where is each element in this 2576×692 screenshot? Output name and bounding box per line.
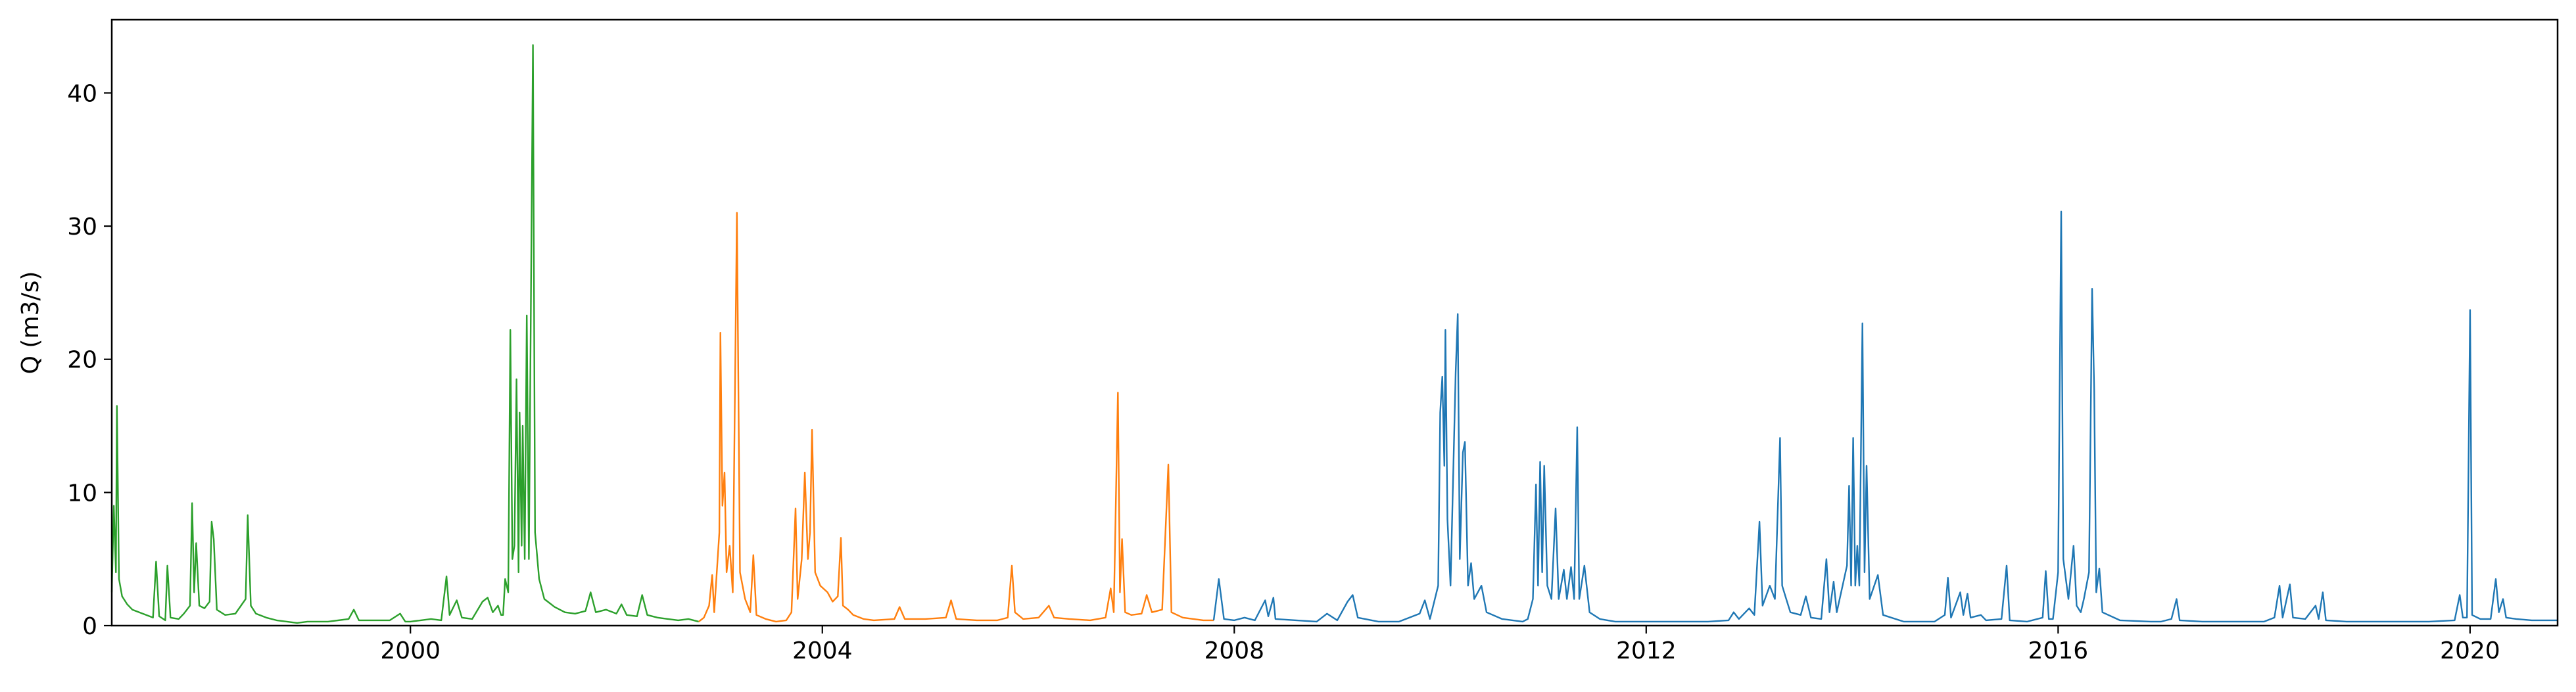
plot-frame [110, 18, 2559, 627]
y-tick-label: 20 [67, 347, 97, 374]
x-tick-label: 2000 [380, 637, 441, 664]
series-line-3 [1212, 210, 2558, 623]
y-axis: 0 10 20 30 40 [67, 80, 112, 640]
x-tick-label: 2004 [792, 637, 853, 664]
x-tick-label: 2008 [1204, 637, 1264, 664]
y-tick-label: 10 [67, 480, 97, 507]
series-line-1 [110, 44, 700, 624]
y-axis-label: Q (m3/s) [17, 271, 44, 375]
x-tick-label: 2016 [2028, 637, 2089, 664]
y-tick-label: 30 [67, 214, 97, 241]
x-tick-label: 2020 [2440, 637, 2500, 664]
series-layer [110, 44, 2558, 624]
x-axis: 2000 2004 2008 2012 2016 2020 [380, 626, 2500, 664]
y-tick-label: 0 [82, 613, 97, 640]
series-line-2 [698, 212, 1214, 623]
y-tick-label: 40 [67, 80, 97, 107]
x-tick-label: 2012 [1616, 637, 1677, 664]
